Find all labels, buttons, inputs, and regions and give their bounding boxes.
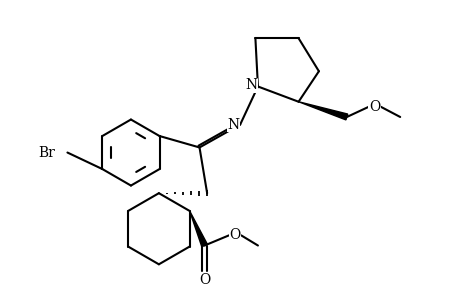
Text: O: O — [369, 100, 380, 114]
Polygon shape — [189, 211, 207, 247]
Text: N: N — [227, 118, 239, 132]
Text: O: O — [199, 272, 210, 286]
Text: Br: Br — [38, 146, 55, 160]
Polygon shape — [298, 102, 347, 120]
Text: O: O — [229, 228, 240, 242]
Text: N: N — [245, 79, 257, 92]
